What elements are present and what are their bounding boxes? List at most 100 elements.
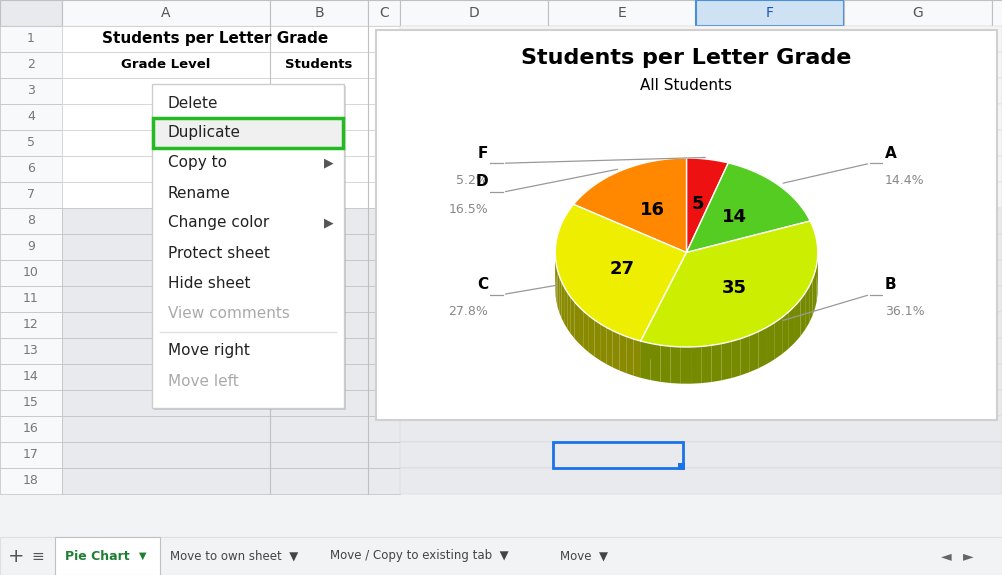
Text: Copy to: Copy to <box>168 155 227 171</box>
Polygon shape <box>816 235 817 279</box>
Polygon shape <box>615 171 619 210</box>
Text: Move right: Move right <box>168 343 249 358</box>
Polygon shape <box>758 173 762 212</box>
Bar <box>0 104 62 130</box>
Text: 5: 5 <box>27 136 35 150</box>
Polygon shape <box>633 339 640 378</box>
Text: ▼: ▼ <box>139 551 146 561</box>
Bar <box>696 0 844 26</box>
Polygon shape <box>755 171 758 210</box>
Polygon shape <box>555 204 686 341</box>
Polygon shape <box>667 159 672 196</box>
Polygon shape <box>718 161 719 198</box>
Polygon shape <box>775 317 783 359</box>
Polygon shape <box>717 160 718 198</box>
Text: D: D <box>476 174 488 190</box>
Polygon shape <box>804 210 806 250</box>
Polygon shape <box>719 161 721 198</box>
Polygon shape <box>581 193 584 233</box>
Polygon shape <box>559 225 561 267</box>
Polygon shape <box>796 200 798 239</box>
Polygon shape <box>567 292 571 334</box>
Polygon shape <box>619 334 626 373</box>
Polygon shape <box>670 346 680 384</box>
Bar <box>0 338 62 364</box>
Bar <box>62 390 400 416</box>
Polygon shape <box>587 188 590 228</box>
Bar <box>0 52 62 78</box>
Bar <box>0 312 62 338</box>
Polygon shape <box>556 264 557 307</box>
Text: 1: 1 <box>27 33 35 45</box>
Text: 16: 16 <box>23 423 39 435</box>
Bar <box>992 0 1002 26</box>
Polygon shape <box>709 159 711 197</box>
Bar <box>400 0 548 26</box>
Bar <box>0 0 62 26</box>
Polygon shape <box>722 162 724 199</box>
Polygon shape <box>795 300 801 343</box>
Polygon shape <box>691 346 701 384</box>
Text: G: G <box>913 6 924 20</box>
Text: 14: 14 <box>721 209 746 227</box>
Bar <box>400 442 1002 468</box>
Text: C: C <box>379 6 389 20</box>
Polygon shape <box>632 165 636 204</box>
Text: B: B <box>248 110 258 124</box>
Text: ◄: ◄ <box>941 549 951 563</box>
Polygon shape <box>640 252 686 378</box>
Bar <box>62 156 400 182</box>
Text: A: A <box>248 84 258 98</box>
Bar <box>270 0 368 26</box>
Text: View comments: View comments <box>168 305 290 320</box>
Polygon shape <box>579 306 584 348</box>
Polygon shape <box>699 159 701 196</box>
Text: 17: 17 <box>23 448 39 462</box>
Polygon shape <box>759 327 767 368</box>
Polygon shape <box>672 158 677 196</box>
Text: F: F <box>766 6 774 20</box>
Bar <box>62 78 400 104</box>
Polygon shape <box>813 272 815 316</box>
Bar <box>0 0 1002 26</box>
Polygon shape <box>640 252 686 378</box>
Bar <box>400 182 1002 208</box>
Bar <box>0 78 62 104</box>
Polygon shape <box>640 221 818 347</box>
Polygon shape <box>559 276 561 318</box>
Polygon shape <box>557 231 559 273</box>
Polygon shape <box>771 180 775 219</box>
Polygon shape <box>654 160 658 198</box>
Polygon shape <box>691 158 692 195</box>
Polygon shape <box>704 159 705 196</box>
Polygon shape <box>731 339 740 378</box>
Text: 8: 8 <box>27 214 35 228</box>
Text: 3: 3 <box>27 85 35 98</box>
Polygon shape <box>701 159 702 196</box>
Polygon shape <box>778 184 780 223</box>
Polygon shape <box>649 161 654 198</box>
Text: E: E <box>617 6 626 20</box>
Polygon shape <box>714 160 715 197</box>
Polygon shape <box>791 195 794 234</box>
Bar <box>154 86 346 410</box>
Polygon shape <box>721 162 722 198</box>
Bar <box>62 0 270 26</box>
Polygon shape <box>561 281 564 324</box>
Text: All Students: All Students <box>640 78 732 93</box>
Polygon shape <box>768 178 771 217</box>
Polygon shape <box>728 163 732 201</box>
Polygon shape <box>566 209 570 251</box>
Polygon shape <box>814 228 816 272</box>
Polygon shape <box>802 208 804 247</box>
Bar <box>62 130 400 156</box>
Polygon shape <box>658 159 663 197</box>
Polygon shape <box>786 190 789 229</box>
Polygon shape <box>721 342 731 380</box>
Bar <box>376 30 997 420</box>
Polygon shape <box>689 158 691 195</box>
Polygon shape <box>584 191 587 230</box>
Polygon shape <box>735 165 739 203</box>
Polygon shape <box>556 236 557 279</box>
Text: ▶: ▶ <box>325 156 334 170</box>
